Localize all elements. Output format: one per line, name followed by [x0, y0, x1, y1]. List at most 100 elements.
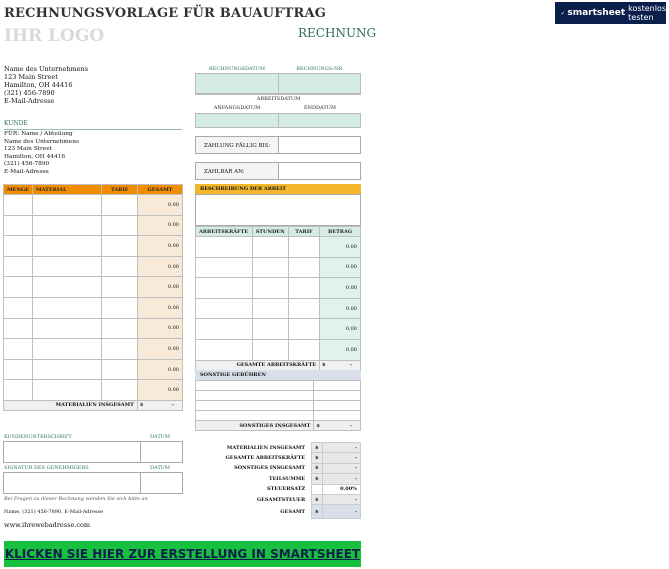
labor-cell[interactable]: [195, 338, 253, 361]
summary-value: -: [321, 441, 362, 454]
other-amount-cell[interactable]: [313, 380, 361, 391]
labor-cell[interactable]: [195, 297, 253, 320]
qty-cell[interactable]: [3, 317, 33, 340]
other-charge-cell[interactable]: [194, 400, 315, 411]
materials-table: MENGE MATERIAL TARIF GESAMT 0.00 0.00 0.…: [3, 184, 184, 411]
questions-note: Bei Fragen zu dieser Rechnung wenden Sie…: [4, 496, 148, 502]
rate-cell[interactable]: [287, 338, 321, 361]
material-cell[interactable]: [31, 296, 103, 319]
customer-section-label: KUNDE: [4, 120, 182, 130]
company-address: Name des Unternehmens 123 Main Street Ha…: [4, 65, 88, 105]
material-cell[interactable]: [31, 255, 103, 278]
qty-cell[interactable]: [3, 338, 33, 360]
rate-cell[interactable]: [287, 297, 321, 320]
material-cell[interactable]: [31, 338, 103, 360]
page-title: RECHNUNGSVORLAGE FÜR BAUAUFTRAG: [4, 6, 327, 21]
start-date-label: ANFANGSDATUM: [213, 105, 261, 111]
hours-cell[interactable]: [251, 318, 289, 340]
rate-cell[interactable]: [101, 235, 138, 257]
other-amount-cell[interactable]: [313, 400, 361, 411]
other-charge-cell[interactable]: [194, 410, 315, 421]
material-cell[interactable]: [31, 235, 103, 257]
smartsheet-banner[interactable]: smartsheet kostenlos testen: [555, 2, 666, 24]
qty-cell[interactable]: [3, 194, 33, 216]
end-date-field[interactable]: [278, 113, 361, 128]
amount-cell: 0.00: [319, 277, 361, 299]
other-amount-cell[interactable]: [313, 410, 361, 421]
table-row: 0.00: [3, 338, 184, 360]
labor-cell[interactable]: [195, 318, 253, 340]
rate-cell[interactable]: [287, 256, 321, 279]
work-description-field[interactable]: [195, 194, 361, 226]
invoice-number-field[interactable]: [278, 73, 361, 94]
summary-value: -: [321, 493, 362, 506]
rate-cell[interactable]: [101, 338, 138, 360]
labor-total-label: GESAMTE ARBEITSKRÄFTE: [194, 359, 321, 371]
labor-cell[interactable]: [195, 256, 253, 279]
material-cell[interactable]: [31, 194, 103, 216]
qty-cell[interactable]: [3, 276, 33, 298]
rate-cell[interactable]: [101, 296, 138, 319]
qty-cell[interactable]: [3, 379, 33, 401]
customer-address: FÜR: Name / Abteilung Name des Unternehm…: [4, 131, 79, 177]
summary-value: -: [321, 473, 362, 485]
other-charge-cell[interactable]: [194, 380, 315, 391]
tax-rate-value[interactable]: 0.00%: [321, 483, 362, 495]
payable-to-field[interactable]: [278, 162, 361, 180]
summary-label: GESAMTSTEUER: [256, 496, 306, 503]
labor-cell[interactable]: [195, 277, 253, 299]
smartsheet-cta-button[interactable]: KLICKEN SIE HIER ZUR ERSTELLUNG IN SMART…: [4, 541, 361, 567]
contractor-signature-field[interactable]: [3, 472, 141, 494]
grand-total-value: -: [321, 504, 362, 520]
qty-cell[interactable]: [3, 255, 33, 278]
hours-cell[interactable]: [251, 338, 289, 361]
rate-cell[interactable]: [287, 236, 321, 258]
qty-cell[interactable]: [3, 358, 33, 381]
table-row: [194, 410, 361, 421]
labor-total: $ -: [319, 359, 361, 371]
rate-cell[interactable]: [101, 276, 138, 298]
amount-cell: 0.00: [136, 296, 184, 319]
hours-cell[interactable]: [251, 236, 289, 258]
table-row: 0.00: [195, 297, 361, 320]
hours-cell[interactable]: [251, 277, 289, 299]
material-cell[interactable]: [31, 358, 103, 381]
qty-cell[interactable]: [3, 235, 33, 257]
other-charge-cell[interactable]: [194, 390, 315, 401]
material-cell[interactable]: [31, 379, 103, 401]
rate-cell[interactable]: [287, 318, 321, 340]
customer-date-field[interactable]: [140, 441, 183, 463]
rate-cell[interactable]: [287, 277, 321, 299]
qty-cell[interactable]: [3, 214, 33, 237]
hours-cell[interactable]: [251, 256, 289, 279]
rate-cell[interactable]: [101, 379, 138, 401]
due-date-field[interactable]: [278, 136, 361, 154]
material-cell[interactable]: [31, 317, 103, 340]
logo-placeholder: IHR LOGO: [4, 26, 105, 46]
rate-cell[interactable]: [101, 317, 138, 340]
rate-cell[interactable]: [101, 358, 138, 381]
rate-cell[interactable]: [101, 255, 138, 278]
table-row: 0.00: [3, 214, 184, 237]
start-date-field[interactable]: [195, 113, 279, 128]
invoice-date-field[interactable]: [195, 73, 279, 94]
rate-cell[interactable]: [101, 194, 138, 216]
table-row: 0.00: [3, 255, 184, 278]
material-cell[interactable]: [31, 214, 103, 237]
labor-cell[interactable]: [195, 236, 253, 258]
amount-cell: 0.00: [319, 256, 361, 279]
contractor-date-field[interactable]: [140, 472, 183, 494]
rate-cell[interactable]: [101, 214, 138, 237]
company-line: E-Mail-Adresse: [4, 97, 55, 105]
other-amount-cell[interactable]: [313, 390, 361, 401]
material-cell[interactable]: [31, 276, 103, 298]
table-row: 0.00: [3, 379, 184, 401]
hours-cell[interactable]: [251, 297, 289, 320]
banner-brand: smartsheet: [567, 8, 626, 18]
website: www.ihrewebadresse.com: [4, 521, 91, 529]
qty-cell[interactable]: [3, 296, 33, 319]
table-row: [194, 400, 361, 411]
customer-date-label: DATUM: [150, 434, 171, 440]
customer-signature-field[interactable]: [3, 441, 141, 463]
summary-label: GESAMTE ARBEITSKRÄFTE: [225, 455, 306, 462]
